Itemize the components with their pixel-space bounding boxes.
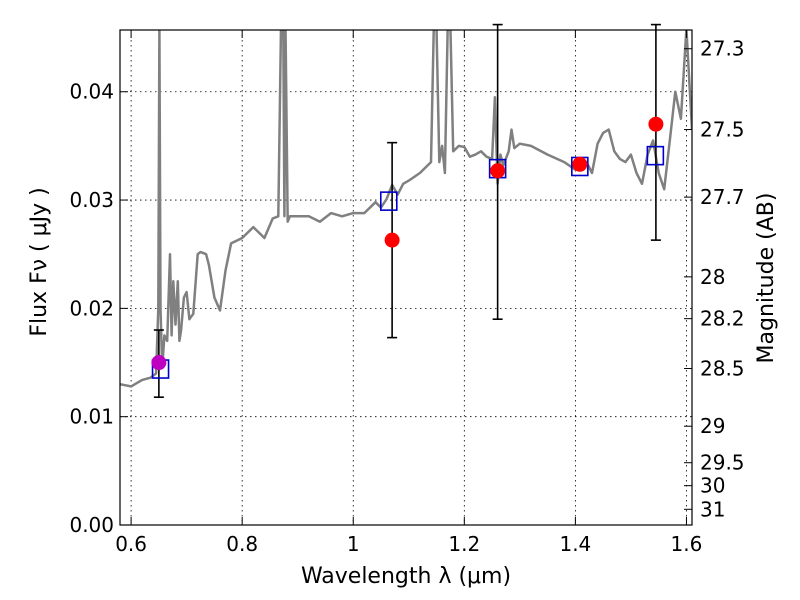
right-axis-label: Magnitude (AB) [754,193,779,364]
right-tick-label: 27.3 [700,37,745,61]
x-tick-label: 1.2 [448,532,480,556]
right-tick-label: 27.7 [700,185,745,209]
y-tick-label: 0.01 [69,405,114,429]
x-tick-label: 1.4 [559,532,591,556]
right-tick-label: 30 [700,474,725,498]
y-tick-label: 0.03 [69,188,114,212]
model-point [646,145,665,166]
plot-frame [119,29,693,526]
observed-point [384,232,400,248]
y-tick-label: 0.00 [69,513,114,537]
observed-point [648,116,664,132]
right-tick-label: 29 [700,414,725,438]
x-tick-label: 0.8 [226,532,258,556]
right-tick-label: 27.5 [700,118,745,142]
observed-point [572,156,588,172]
right-tick-label: 28 [700,265,725,289]
right-tick-label: 28.2 [700,307,745,331]
model-point [379,191,398,211]
marker-layer [151,116,665,379]
x-tick-label: 0.6 [115,532,147,556]
x-tick-label: 1.6 [671,532,703,556]
tick-layer: 0.6 0.8 1 1.2 1.4 1.6 0.00 0.01 0.02 0.03 0.04 27.3… [69,30,745,556]
y-tick-label: 0.04 [69,80,114,104]
right-tick-label: 31 [700,497,725,521]
y-tick-label: 0.02 [69,296,114,320]
right-tick-label: 29.5 [700,451,745,475]
observed-point [151,355,167,371]
y-axis-label: Flux Fν ( μJy ) [27,187,52,336]
right-tick-label: 28.5 [700,356,745,380]
x-axis-label: Wavelength λ (μm) [301,564,511,589]
observed-point [490,163,506,179]
x-tick-label: 1 [347,532,360,556]
